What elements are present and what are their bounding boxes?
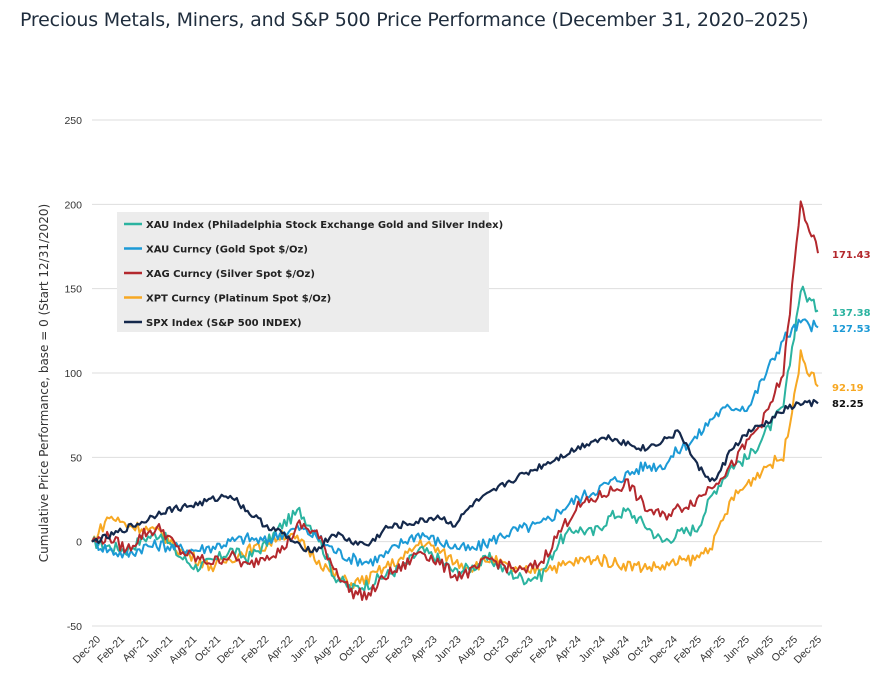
y-tick-label: 0: [76, 537, 82, 549]
x-tick-label: Feb-21: [95, 634, 127, 666]
series-end-label: 171.43: [832, 250, 871, 261]
legend-background: [117, 212, 489, 332]
y-tick-label: 100: [64, 368, 82, 380]
x-tick-label: Feb-25: [672, 634, 704, 666]
y-tick-label: 150: [64, 284, 82, 296]
legend-entry: XAU Index (Philadelphia Stock Exchange G…: [146, 220, 503, 231]
x-tick-label: Aug-22: [311, 634, 344, 667]
x-tick-label: Aug-23: [455, 634, 488, 667]
series-line: [91, 318, 819, 567]
y-tick-label: 250: [64, 115, 82, 127]
series-end-label: 127.53: [832, 324, 871, 335]
chart-title: Precious Metals, Miners, and S&P 500 Pri…: [20, 9, 809, 31]
series-end-label: 137.38: [832, 308, 871, 319]
x-tick-label: Feb-22: [239, 634, 271, 666]
series-end-label: 92.19: [832, 383, 864, 394]
y-axis-ticks: -50 0 50 100 150 200 250: [64, 115, 82, 633]
legend-entry: SPX Index (S&P 500 INDEX): [146, 318, 302, 329]
legend-entry: XAU Curncy (Gold Spot $/Oz): [146, 245, 308, 256]
legend: XAU Index (Philadelphia Stock Exchange G…: [117, 212, 503, 332]
x-tick-label: Aug-25: [744, 634, 777, 667]
series-end-label: 82.25: [832, 399, 864, 410]
y-tick-label: -50: [67, 621, 82, 633]
x-tick-label: Aug-24: [599, 634, 632, 667]
x-axis-ticks: Dec-20Feb-21Apr-21Jun-21Aug-21Oct-21Dec-…: [71, 634, 825, 667]
x-tick-label: Aug-21: [167, 634, 200, 667]
x-tick-label: Feb-23: [384, 634, 416, 666]
y-axis-label: Cumulative Price Performance, base = 0 (…: [37, 204, 51, 562]
series-lines: [91, 200, 819, 601]
y-tick-label: 200: [64, 199, 82, 211]
series-end-labels: 137.38 127.53 171.43 92.19 82.25: [832, 250, 871, 410]
series-line: [91, 398, 819, 554]
series-line: [91, 200, 819, 601]
x-tick-label: Dec-25: [792, 634, 825, 667]
series-line: [91, 285, 819, 593]
legend-entry: XPT Curncy (Platinum Spot $/Oz): [146, 294, 331, 305]
series-line: [91, 349, 819, 590]
legend-entry: XAG Curncy (Silver Spot $/Oz): [146, 269, 315, 280]
x-tick-label: Feb-24: [528, 634, 560, 666]
y-tick-label: 50: [70, 452, 82, 464]
